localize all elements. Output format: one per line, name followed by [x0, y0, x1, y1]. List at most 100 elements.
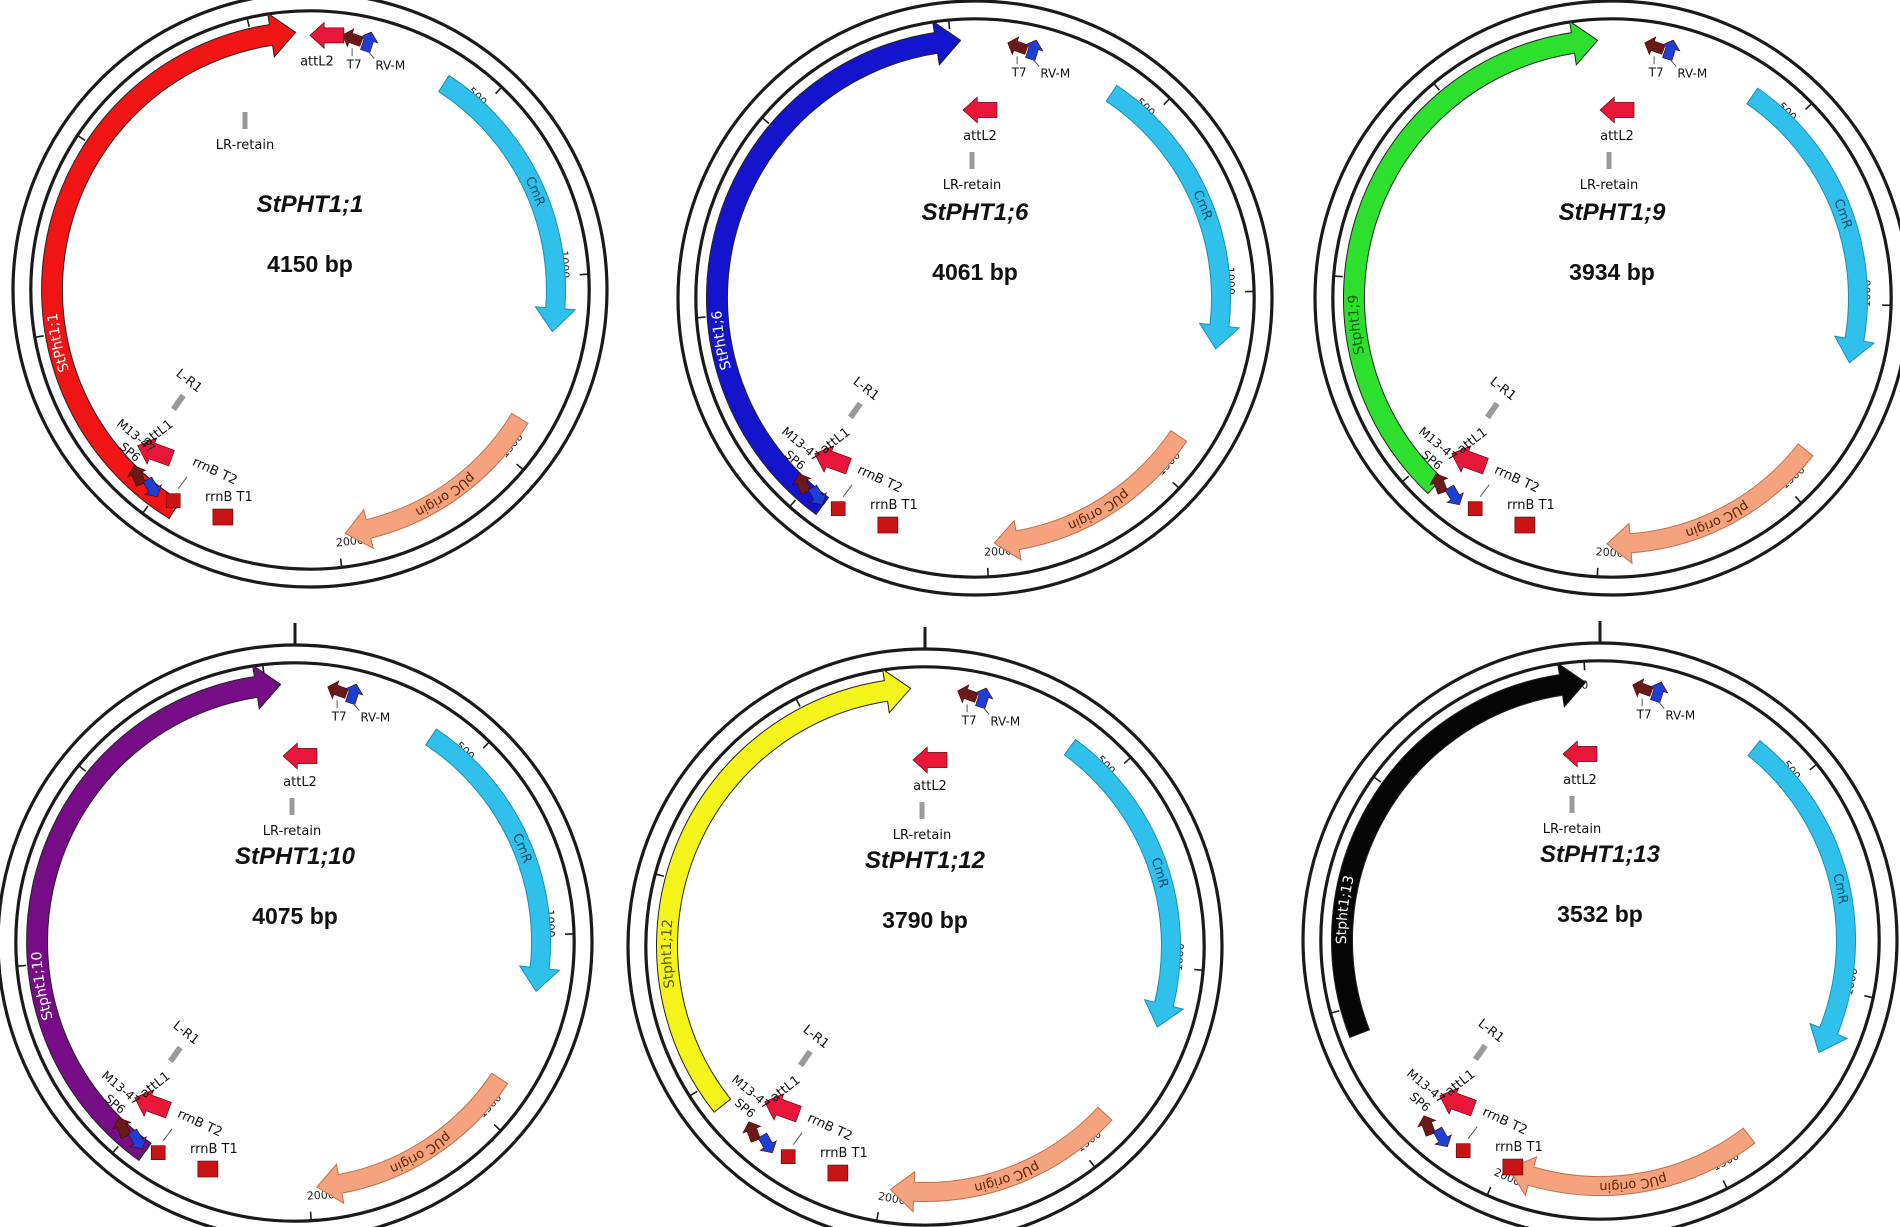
l-r1-label: L-R1 [1475, 1016, 1507, 1046]
puc-origin-label-text: pUC origin [388, 1129, 454, 1177]
cmr-feature [1747, 739, 1856, 1054]
attl2-site [912, 746, 948, 774]
plasmid-size: 3934 bp [1569, 259, 1655, 285]
insert-label-text: Stpht1;12 [659, 919, 678, 990]
scale-tick [516, 463, 524, 470]
scale-tick [1433, 83, 1440, 91]
leader-line [842, 484, 853, 497]
insert-feature [705, 20, 962, 516]
attl2-label: attL2 [283, 775, 317, 790]
attl2-site [282, 742, 318, 770]
scale-tick [1088, 1159, 1096, 1168]
rv-m-label: RV-M [1040, 67, 1070, 81]
sp6-promoter [807, 484, 827, 506]
backbone-outer-ring [11, 0, 609, 589]
leader-line [177, 476, 188, 489]
puc-origin-feature [889, 1106, 1113, 1213]
puc-origin-label: pUC origin [1066, 486, 1132, 533]
rv-m-primer [1023, 39, 1044, 61]
leader-line [1467, 1126, 1478, 1139]
scale-tick [482, 741, 490, 749]
cmr-label-text: CmR [1830, 872, 1851, 905]
plasmid-name: StPHT1;6 [922, 199, 1029, 226]
scale-tick [1864, 995, 1873, 999]
scale-tick [1123, 757, 1131, 765]
scale-tick [690, 1090, 698, 1097]
t7-label: T7 [346, 57, 362, 71]
rrnb-t2-label: rrnB T2 [805, 1111, 855, 1145]
leader-line [352, 703, 360, 711]
backbone-inner-ring [644, 665, 1206, 1227]
rrnb-t2-label: rrnB T2 [175, 1107, 225, 1141]
scale-tick [493, 1123, 501, 1131]
attl1-site [814, 445, 852, 475]
insert-feature [1342, 20, 1599, 495]
scale-tick [1402, 475, 1410, 482]
puc-origin-label: pUC origin [388, 1129, 454, 1177]
lr-retain-site [242, 112, 248, 129]
lr-retain-site [1606, 152, 1612, 169]
rrnb-t2-terminator [150, 1145, 166, 1160]
backbone-outer-ring [626, 647, 1224, 1227]
plasmid-name: StPHT1;13 [1540, 841, 1661, 868]
scale-tick [876, 1211, 879, 1221]
rv-m-label: RV-M [990, 715, 1020, 729]
scale-tick [142, 505, 149, 514]
rrnb-t1-terminator [1514, 516, 1536, 534]
rrnb-t1-label: rrnB T1 [820, 1146, 868, 1161]
attl2-site [1562, 740, 1598, 768]
sp6-promoter [1444, 484, 1464, 506]
scale-tick [1172, 481, 1180, 489]
l-r1-site [1473, 1043, 1488, 1062]
backbone-inner-ring [1319, 659, 1881, 1221]
leader-line [162, 1128, 173, 1141]
cmr-feature [438, 74, 577, 333]
insert-feature [41, 12, 297, 520]
l-r1-site [798, 1049, 813, 1068]
t7-label: T7 [331, 709, 347, 723]
scale-tick [1331, 1010, 1340, 1014]
leader-line [982, 707, 990, 715]
lr-retain-label: LR-retain [263, 824, 321, 839]
leader-line [792, 1132, 803, 1145]
sp6-promoter [757, 1132, 777, 1154]
plasmid-size: 3790 bp [882, 907, 968, 933]
attl1-site [1451, 445, 1489, 475]
rv-m-label: RV-M [375, 59, 405, 73]
leader-line [1669, 59, 1677, 67]
rrnb-t1-terminator [877, 516, 899, 534]
rv-m-primer [1660, 39, 1681, 61]
plasmid-name: StPHT1;12 [865, 847, 986, 874]
puc-origin-feature [344, 412, 529, 550]
rrnb-t1-label: rrnB T1 [1495, 1140, 1543, 1155]
rrnb-t2-terminator [780, 1149, 796, 1164]
t7-promoter [1007, 36, 1029, 56]
rrnb-t2-label: rrnB T2 [855, 463, 905, 497]
plasmid-size: 3532 bp [1557, 901, 1643, 927]
insert-feature [1331, 662, 1587, 1039]
backbone-inner-ring [14, 661, 576, 1223]
backbone-inner-ring [694, 17, 1256, 579]
attl1-site [137, 437, 175, 467]
insert-label-text: Stpht1;10 [29, 951, 56, 1022]
attl2-label: attL2 [300, 54, 334, 69]
rrnb-t2-label: rrnB T2 [1480, 1105, 1530, 1139]
scale-tick [78, 765, 87, 772]
t7-promoter [1632, 678, 1654, 698]
lr-retain-label: LR-retain [216, 138, 274, 153]
plasmid-size: 4150 bp [267, 251, 353, 277]
l-r1-label: L-R1 [850, 374, 882, 404]
attl2-label: attL2 [963, 129, 997, 144]
rv-m-primer [343, 683, 364, 705]
l-r1-site [848, 401, 863, 420]
t7-label: T7 [1636, 707, 1652, 721]
l-r1-label: L-R1 [173, 366, 205, 396]
rv-m-label: RV-M [360, 711, 390, 725]
attl2-site [309, 21, 345, 50]
plasmid-map: 5001000150020002500300035004000CmRpUC or… [0, 623, 594, 1227]
lr-retain-site [919, 802, 925, 819]
attl1-site [1439, 1087, 1477, 1117]
l-r1-site [171, 393, 186, 412]
scale-tick [697, 316, 706, 319]
